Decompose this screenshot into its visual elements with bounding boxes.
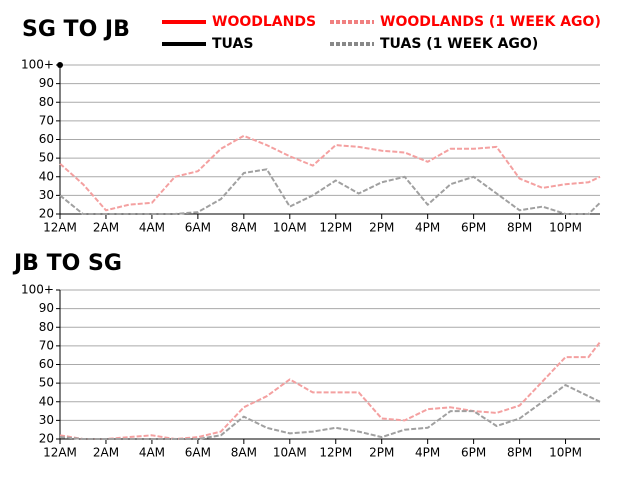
x-tick-label: 2AM	[93, 446, 119, 460]
x-tick-label: 12AM	[43, 221, 77, 235]
series-line	[59, 341, 601, 440]
x-tick-label: 10PM	[549, 446, 582, 460]
y-tick-label: 70	[39, 338, 54, 352]
y-tick-label: 60	[39, 357, 54, 371]
y-tick-label: 20	[39, 207, 54, 221]
x-tick-label: 8PM	[507, 446, 532, 460]
y-tick-label: 100+	[21, 283, 54, 297]
x-tick-label: 6PM	[461, 221, 486, 235]
y-tick-label: 90	[39, 76, 54, 90]
y-tick-label: 80	[39, 320, 54, 334]
y-tick-label: 100+	[21, 58, 54, 72]
x-tick-label: 10AM	[273, 446, 307, 460]
x-tick-label: 12PM	[319, 446, 352, 460]
x-tick-label: 10AM	[273, 221, 307, 235]
y-tick-label: 70	[39, 113, 54, 127]
data-point	[57, 62, 63, 68]
x-tick-label: 4PM	[415, 446, 440, 460]
series-line	[59, 384, 601, 440]
x-tick-label: 4AM	[139, 221, 165, 235]
x-tick-label: 6AM	[185, 221, 211, 235]
x-tick-label: 2PM	[369, 446, 394, 460]
x-tick-label: 2PM	[369, 221, 394, 235]
x-tick-label: 6AM	[185, 446, 211, 460]
x-tick-label: 12PM	[319, 221, 352, 235]
chart-title: JB TO SG	[12, 251, 122, 276]
y-tick-label: 80	[39, 95, 54, 109]
legend-label: TUAS (1 WEEK AGO)	[380, 36, 538, 52]
series-line	[59, 134, 601, 212]
x-tick-label: 2AM	[93, 221, 119, 235]
y-tick-label: 40	[39, 169, 54, 183]
y-tick-label: 40	[39, 394, 54, 408]
y-tick-label: 50	[39, 376, 54, 390]
x-tick-label: 8PM	[507, 221, 532, 235]
y-tick-label: 50	[39, 151, 54, 165]
x-tick-label: 4AM	[139, 446, 165, 460]
x-tick-label: 8AM	[231, 221, 257, 235]
x-tick-label: 8AM	[231, 446, 257, 460]
x-tick-label: 10PM	[549, 221, 582, 235]
x-tick-label: 6PM	[461, 446, 486, 460]
y-tick-label: 60	[39, 132, 54, 146]
y-tick-label: 30	[39, 413, 54, 427]
y-tick-label: 30	[39, 188, 54, 202]
x-tick-label: 12AM	[43, 446, 77, 460]
y-tick-label: 90	[39, 301, 54, 315]
legend-label: TUAS	[212, 36, 253, 52]
y-tick-label: 20	[39, 432, 54, 446]
x-tick-label: 4PM	[415, 221, 440, 235]
legend-label: WOODLANDS (1 WEEK AGO)	[380, 14, 601, 30]
series-line	[59, 168, 601, 215]
legend-label: WOODLANDS	[212, 14, 316, 30]
chart-title: SG TO JB	[22, 17, 130, 42]
